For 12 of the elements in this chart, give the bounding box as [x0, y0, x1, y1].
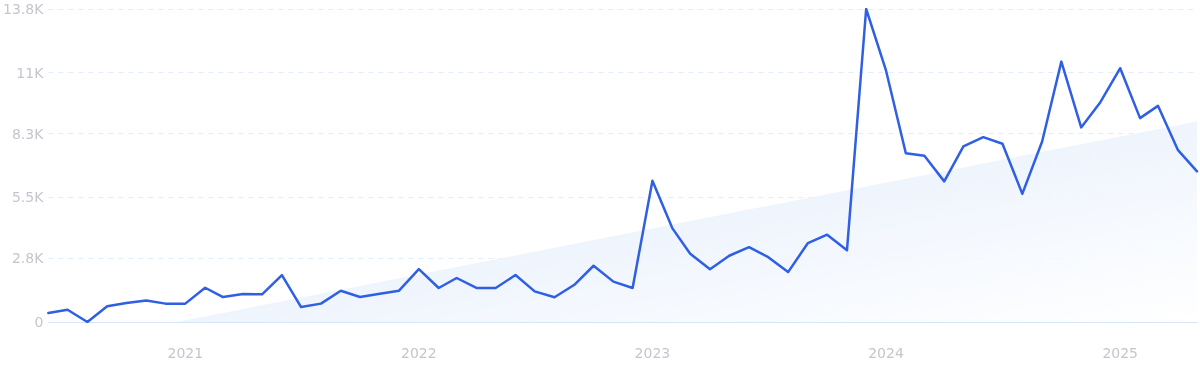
y-tick-label: 2.8K [11, 250, 45, 267]
x-tick-label: 2022 [401, 345, 437, 361]
y-tick-label: 8.3K [11, 125, 45, 142]
y-tick-label: 5.5K [11, 189, 45, 206]
x-tick-label: 2024 [868, 345, 904, 361]
y-tick-label: 13.8K [2, 1, 45, 17]
line-series [47, 7, 1199, 324]
x-tick-label: 2023 [634, 345, 671, 361]
x-tick-label: 2021 [167, 345, 204, 361]
y-tick-label: 0 [34, 314, 44, 330]
x-tick-label: 2025 [1102, 345, 1139, 361]
y-tick-label: 11K [16, 64, 45, 81]
